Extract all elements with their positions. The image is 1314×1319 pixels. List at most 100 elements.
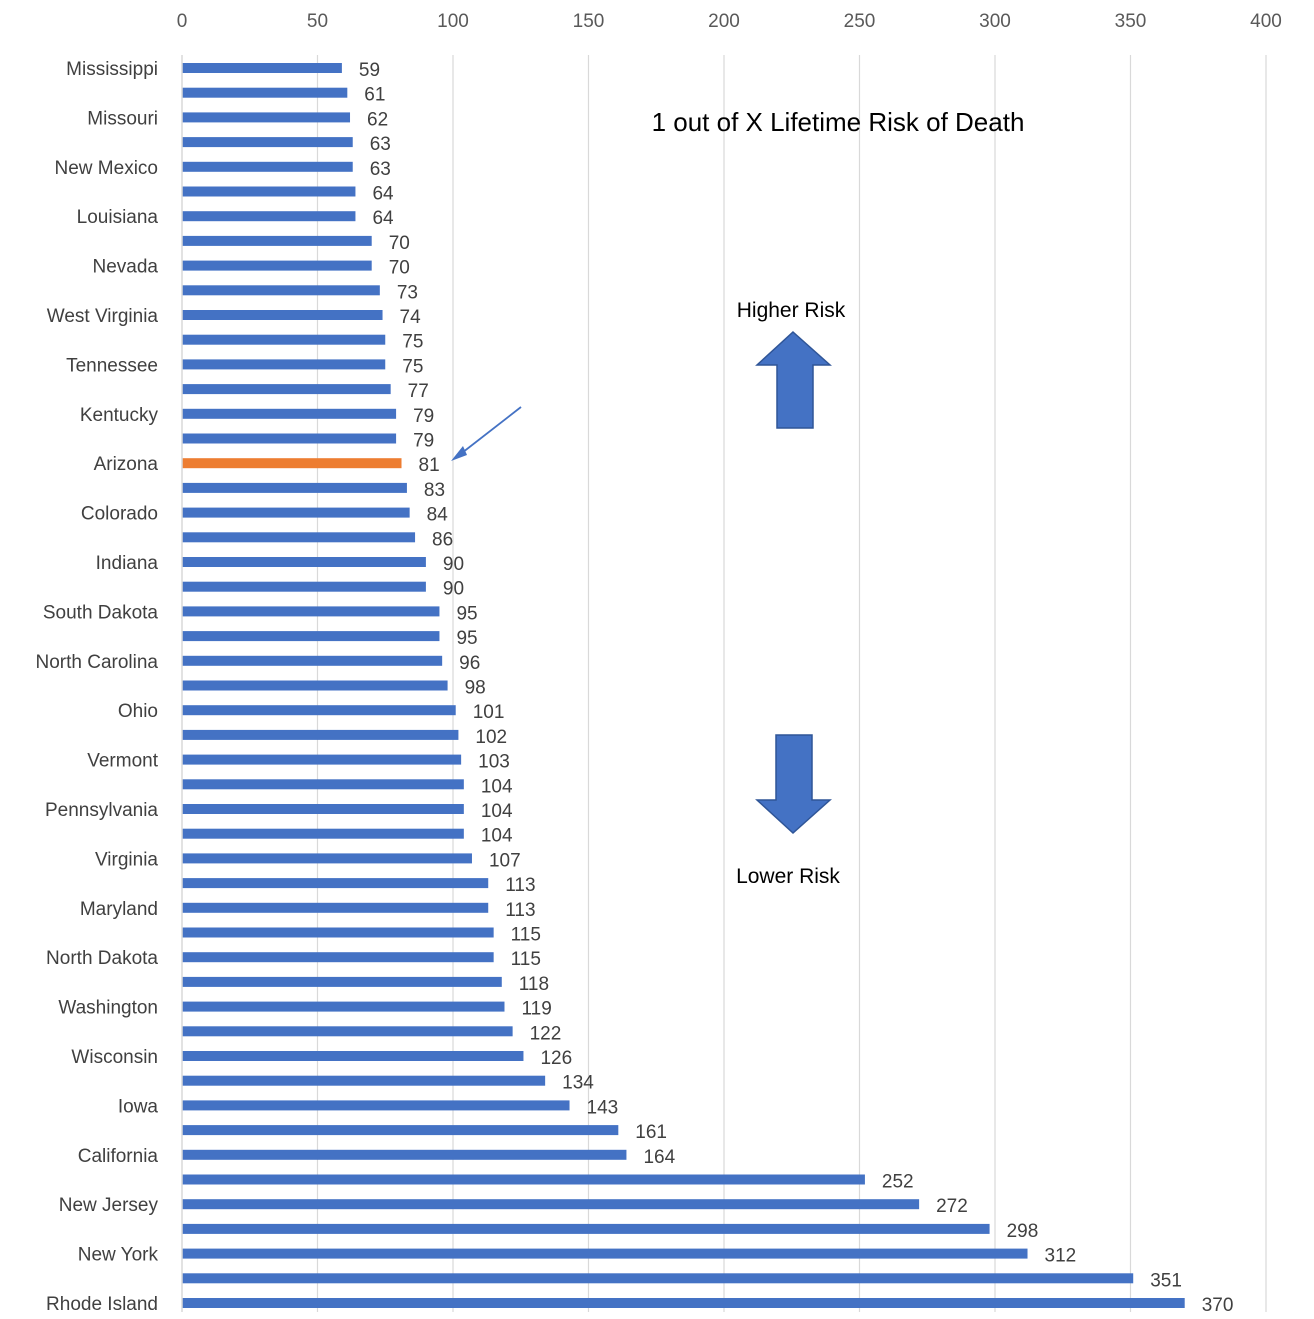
data-label: 312 (1045, 1246, 1077, 1267)
down-arrow-icon (755, 734, 832, 835)
data-label: 70 (389, 258, 410, 279)
bar (182, 359, 386, 370)
bar (182, 1026, 513, 1037)
data-label: 113 (505, 875, 535, 896)
data-label: 252 (882, 1172, 914, 1193)
data-label: 90 (443, 554, 464, 575)
data-label: 370 (1202, 1295, 1234, 1314)
bars (182, 63, 1185, 1308)
data-label: 104 (481, 826, 513, 847)
bar (182, 1248, 1028, 1259)
pointer-arrowhead-icon (451, 446, 467, 461)
data-label: 64 (372, 208, 394, 229)
data-label: 95 (456, 628, 477, 649)
category-label: Virginia (95, 849, 158, 870)
category-label: North Carolina (36, 652, 159, 673)
data-label: 143 (587, 1097, 619, 1118)
bar (182, 729, 459, 740)
data-label: 62 (367, 109, 388, 130)
category-labels: Mississippi Missouri New Mexico Louisiana Ne… (36, 59, 159, 1315)
x-tick-label: 0 (177, 11, 188, 32)
category-label: Kentucky (80, 405, 159, 426)
bar (182, 952, 494, 963)
x-tick-label: 150 (573, 11, 605, 32)
category-label: West Virginia (47, 306, 159, 327)
data-label: 81 (419, 455, 440, 476)
x-tick-label: 350 (1115, 11, 1147, 32)
data-label: 298 (1007, 1221, 1039, 1242)
data-labels: 59 61 62 63 63 64 64 70 70 73 74 75 75 77 79 79 81 83 84 86… (359, 60, 1234, 1316)
bar (182, 779, 464, 790)
bar (182, 1199, 920, 1210)
bar (182, 1001, 505, 1012)
data-label: 118 (519, 974, 549, 995)
category-label: California (78, 1146, 159, 1167)
bar (182, 408, 397, 419)
bar (182, 927, 494, 938)
bar (182, 1100, 570, 1111)
data-label: 95 (456, 603, 477, 624)
category-label: Wisconsin (71, 1047, 158, 1068)
bar (182, 828, 464, 839)
data-label: 126 (540, 1048, 572, 1069)
data-label: 59 (359, 60, 380, 81)
bar (182, 211, 356, 222)
bar (182, 902, 489, 913)
data-label: 102 (475, 727, 507, 748)
x-tick-label: 200 (708, 11, 740, 32)
bar (182, 384, 391, 395)
data-label: 79 (413, 431, 434, 452)
arizona-pointer (451, 406, 522, 461)
data-label: 63 (370, 159, 391, 180)
data-label: 77 (408, 381, 429, 402)
bar (182, 433, 397, 444)
data-label: 64 (372, 184, 394, 205)
data-label: 75 (402, 356, 423, 377)
data-label: 98 (465, 678, 486, 699)
data-label: 83 (424, 480, 445, 501)
data-label: 115 (511, 949, 541, 970)
bar (182, 878, 489, 889)
category-label: Vermont (87, 751, 158, 772)
bar (182, 112, 351, 123)
category-label: Missouri (87, 108, 158, 129)
data-label: 75 (402, 332, 423, 353)
data-label: 101 (473, 702, 505, 723)
bar (182, 507, 410, 518)
category-label: Pennsylvania (45, 800, 158, 821)
category-label: Rhode Island (46, 1294, 158, 1314)
lower-risk-label: Lower Risk (736, 865, 840, 888)
bar (182, 1273, 1134, 1284)
data-label: 84 (427, 505, 449, 526)
data-label: 103 (478, 752, 510, 773)
bar (182, 1149, 627, 1160)
category-label: New Mexico (55, 158, 158, 179)
higher-risk-label: Higher Risk (737, 299, 846, 322)
bar (182, 482, 407, 493)
bar (182, 161, 353, 172)
bar (182, 285, 380, 296)
data-label: 90 (443, 579, 464, 600)
data-label: 73 (397, 282, 418, 303)
x-tick-label: 300 (979, 11, 1011, 32)
bar (182, 260, 372, 271)
bar (182, 137, 353, 148)
data-label: 115 (511, 925, 541, 946)
x-tick-label: 250 (844, 11, 876, 32)
bar (182, 1075, 546, 1086)
category-label: New Jersey (59, 1195, 159, 1216)
bar (182, 976, 502, 987)
data-label: 161 (635, 1122, 667, 1143)
category-label: Maryland (80, 899, 158, 920)
category-label: South Dakota (43, 602, 159, 623)
data-label: 113 (505, 900, 535, 921)
data-label: 134 (562, 1073, 594, 1094)
bar (182, 853, 472, 864)
data-label: 164 (643, 1147, 675, 1168)
gridlines (316, 55, 1267, 1312)
bar (182, 705, 456, 716)
data-label: 70 (389, 233, 410, 254)
data-label: 86 (432, 529, 453, 550)
data-label: 63 (370, 134, 391, 155)
